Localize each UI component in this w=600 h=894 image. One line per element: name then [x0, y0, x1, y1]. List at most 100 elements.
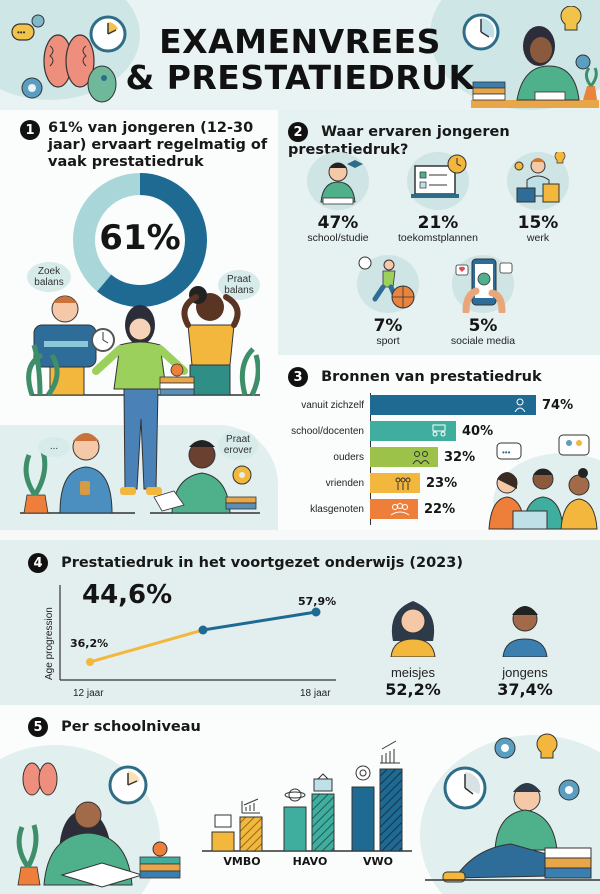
page-title: EXAMENVREES & PRESTATIEDRUK: [120, 24, 480, 96]
section-number-badge: 4: [28, 553, 48, 573]
person-icon: [514, 398, 526, 412]
laptop-checklist-icon: [407, 152, 469, 210]
stressed-girl-studying-illustration-icon: [16, 762, 181, 888]
x-axis-end-tick: 18 jaar: [300, 688, 331, 699]
bar-row-klasgenoten: klasgenoten 22%: [278, 499, 455, 519]
classmates-icon: [390, 503, 410, 516]
section-2-title: Waar ervaren jongeren prestatiedruk?: [288, 124, 510, 158]
speech-bubble-praat-erover: Praat erover: [218, 430, 258, 460]
section-3-panel: 3 Bronnen van prestatiedruk vanuit zichz…: [278, 355, 600, 530]
x-category-vwo: VWO: [363, 855, 393, 868]
section-number-badge: 3: [288, 367, 308, 387]
category-label: sport: [376, 335, 400, 347]
gender-girls: meisjes 52,2%: [368, 595, 458, 699]
worker-briefcase-icon: [507, 150, 569, 210]
section-1-title: 61% van jongeren (12-30 jaar) ervaart re…: [48, 120, 268, 170]
category-sport: 7% sport: [338, 255, 438, 347]
category-label: school/studie: [307, 232, 369, 244]
headline-value: 44,6%: [82, 580, 173, 610]
speech-bubble-zoek-balans: Zoek balans: [27, 262, 71, 292]
bar-value: 74%: [542, 397, 574, 413]
bar-chart-per-schoolniveau: [202, 740, 412, 852]
girl-avatar-icon: [390, 601, 436, 658]
bar-label: school/docenten: [291, 425, 364, 437]
gender-label: jongens: [502, 665, 548, 680]
gender-boys: jongens 37,4%: [480, 595, 570, 699]
category-value: 15%: [517, 213, 559, 233]
bar-label: vrienden: [325, 477, 364, 489]
section-1-heading: 1 61% van jongeren (12-30 jaar) ervaart …: [20, 120, 270, 171]
category-value: 5%: [468, 316, 498, 336]
bar-klasgenoten: [370, 499, 418, 519]
gender-label: meisjes: [390, 665, 436, 680]
bar-row-school-docenten: school/docenten 40%: [278, 421, 493, 441]
bar-row-ouders: ouders 32%: [278, 447, 475, 467]
category-toekomstplannen: 21% toekomstplannen: [388, 152, 488, 244]
x-category-vmbo: VMBO: [223, 855, 261, 868]
title-line-2: & PRESTATIEDRUK: [125, 58, 475, 97]
svg-text:•••: •••: [17, 28, 26, 37]
category-value: 21%: [417, 213, 459, 233]
brain-clock-illustration-icon: •••: [11, 14, 127, 103]
bar-label: ouders: [333, 451, 364, 463]
section-4-heading: 4 Prestatiedruk in het voortgezet onderw…: [28, 553, 463, 573]
category-label: werk: [526, 232, 550, 244]
bar-value: 40%: [462, 423, 494, 439]
students-laptop-illustration-icon: •••: [488, 434, 600, 530]
svg-text:•••: •••: [502, 448, 511, 457]
section-1-panel: 1 61% van jongeren (12-30 jaar) ervaart …: [0, 110, 278, 530]
end-value-label: 57,9%: [298, 595, 337, 608]
stressed-youth-group-illustration-icon: [20, 286, 260, 514]
runner-ball-icon: [357, 255, 419, 313]
gender-value: 37,4%: [497, 680, 553, 699]
stressed-student-desk-illustration-icon: [462, 6, 599, 108]
category-label: toekomstplannen: [398, 232, 478, 244]
bar-row-vanuit-zichzelf: vanuit zichzelf 74%: [278, 395, 573, 415]
boy-avatar-icon: [502, 606, 548, 658]
section-number-badge: 1: [20, 120, 40, 140]
x-category-havo: HAVO: [292, 855, 328, 868]
section-5-heading: 5 Per schoolniveau: [28, 717, 201, 737]
section-2-heading: 2 Waar ervaren jongeren prestatiedruk?: [288, 122, 600, 159]
section-5-title: Per schoolniveau: [61, 719, 201, 735]
tired-boy-books-illustration-icon: [425, 733, 600, 883]
category-werk: 15% werk: [488, 150, 588, 244]
section-4-title: Prestatiedruk in het voortgezet onderwij…: [61, 555, 463, 571]
category-sociale-media: 5% sociale media: [433, 255, 533, 347]
section-number-badge: 2: [288, 122, 308, 142]
speech-bubble-ellipsis: ...: [38, 437, 70, 457]
bar-value: 32%: [444, 449, 476, 465]
y-axis-label: Age progression: [44, 607, 55, 680]
category-value: 7%: [373, 316, 403, 336]
bar-label: vanuit zichzelf: [301, 399, 364, 411]
header: ••• EXAMENVREES & PRESTATIEDRUK: [0, 0, 600, 110]
bar-value: 22%: [424, 501, 456, 517]
section-3-title: Bronnen van prestatiedruk: [321, 369, 542, 385]
category-value: 47%: [317, 213, 359, 233]
section-3-heading: 3 Bronnen van prestatiedruk: [288, 367, 542, 387]
section-number-badge: 5: [28, 717, 48, 737]
student-studying-icon: [307, 152, 369, 210]
donut-center-value: 61%: [99, 218, 181, 258]
line-chart-age-progression: [59, 585, 336, 681]
friends-icon: [395, 477, 411, 490]
bar-value: 23%: [426, 475, 458, 491]
bar-row-vrienden: vrienden 23%: [278, 473, 457, 493]
category-school-studie: 47% school/studie: [288, 152, 388, 244]
bar-label: klasgenoten: [310, 503, 364, 515]
bar-ouders: [370, 447, 438, 467]
title-line-1: EXAMENVREES: [159, 22, 441, 61]
start-value-label: 36,2%: [70, 637, 109, 650]
section-5-panel: 5 Per schoolniveau: [0, 705, 600, 894]
x-axis-start-tick: 12 jaar: [73, 688, 104, 699]
parents-icon: [412, 451, 430, 464]
smartphone-social-icon: [452, 255, 514, 315]
category-label: sociale media: [450, 335, 516, 347]
teacher-class-icon: [432, 424, 446, 437]
gender-value: 52,2%: [385, 680, 441, 699]
bar-school-docenten: [370, 421, 456, 441]
bar-vrienden: [370, 473, 420, 493]
donut-chart-61-percent: [73, 173, 207, 307]
section-2-panel: 2 Waar ervaren jongeren prestatiedruk? 4…: [278, 110, 600, 355]
bar-vanuit-zichzelf: [370, 395, 536, 415]
